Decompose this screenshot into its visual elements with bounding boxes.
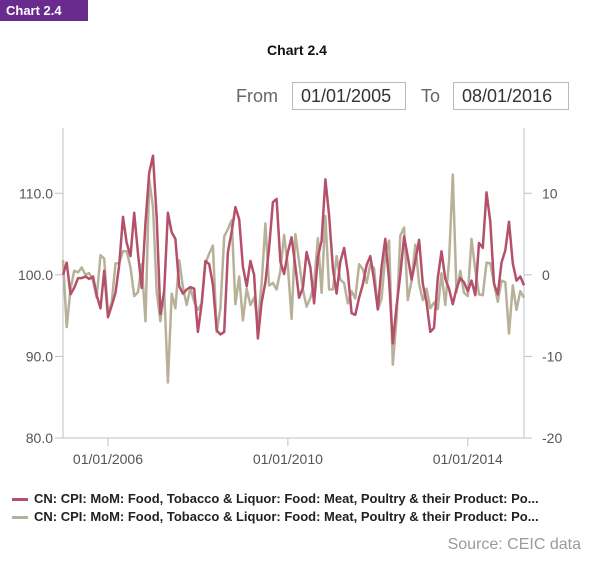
series-line-2 — [61, 173, 526, 384]
left-axis-tick-label: 80.0 — [26, 430, 53, 446]
left-axis-tick-label: 90.0 — [26, 348, 53, 364]
to-date-input[interactable]: 08/01/2016 — [453, 82, 569, 110]
left-axis-tick-label: 110.0 — [19, 185, 53, 201]
legend-swatch-series-2 — [12, 516, 28, 520]
x-axis-tick-label: 01/01/2006 — [73, 451, 143, 467]
left-axis-tick-label: 100.0 — [18, 267, 53, 283]
legend-swatch-series-1 — [12, 498, 28, 502]
legend-item-series-2[interactable]: CN: CPI: MoM: Food, Tobacco & Liquor: Fo… — [12, 509, 539, 524]
legend-label-series-2: CN: CPI: MoM: Food, Tobacco & Liquor: Fo… — [34, 509, 539, 524]
from-date-input[interactable]: 01/01/2005 — [292, 82, 406, 110]
from-label: From — [236, 86, 278, 106]
x-axis-tick-label: 01/01/2010 — [253, 451, 323, 467]
series-line-1 — [61, 154, 526, 345]
chart-title: Chart 2.4 — [267, 42, 327, 58]
right-axis-tick-label: -10 — [542, 348, 562, 364]
to-label: To — [421, 86, 441, 106]
right-axis-tick-label: 0 — [542, 267, 550, 283]
source-note: Source: CEIC data — [447, 536, 581, 553]
chart-series — [61, 154, 526, 384]
legend-label-series-1: CN: CPI: MoM: Food, Tobacco & Liquor: Fo… — [34, 491, 539, 506]
right-axis-tick-label: 10 — [542, 185, 558, 201]
chart-badge: Chart 2.4 — [0, 0, 88, 21]
legend-item-series-1[interactable]: CN: CPI: MoM: Food, Tobacco & Liquor: Fo… — [12, 491, 539, 506]
right-axis-tick-label: -20 — [542, 430, 562, 446]
x-axis-tick-label: 01/01/2014 — [433, 451, 503, 467]
